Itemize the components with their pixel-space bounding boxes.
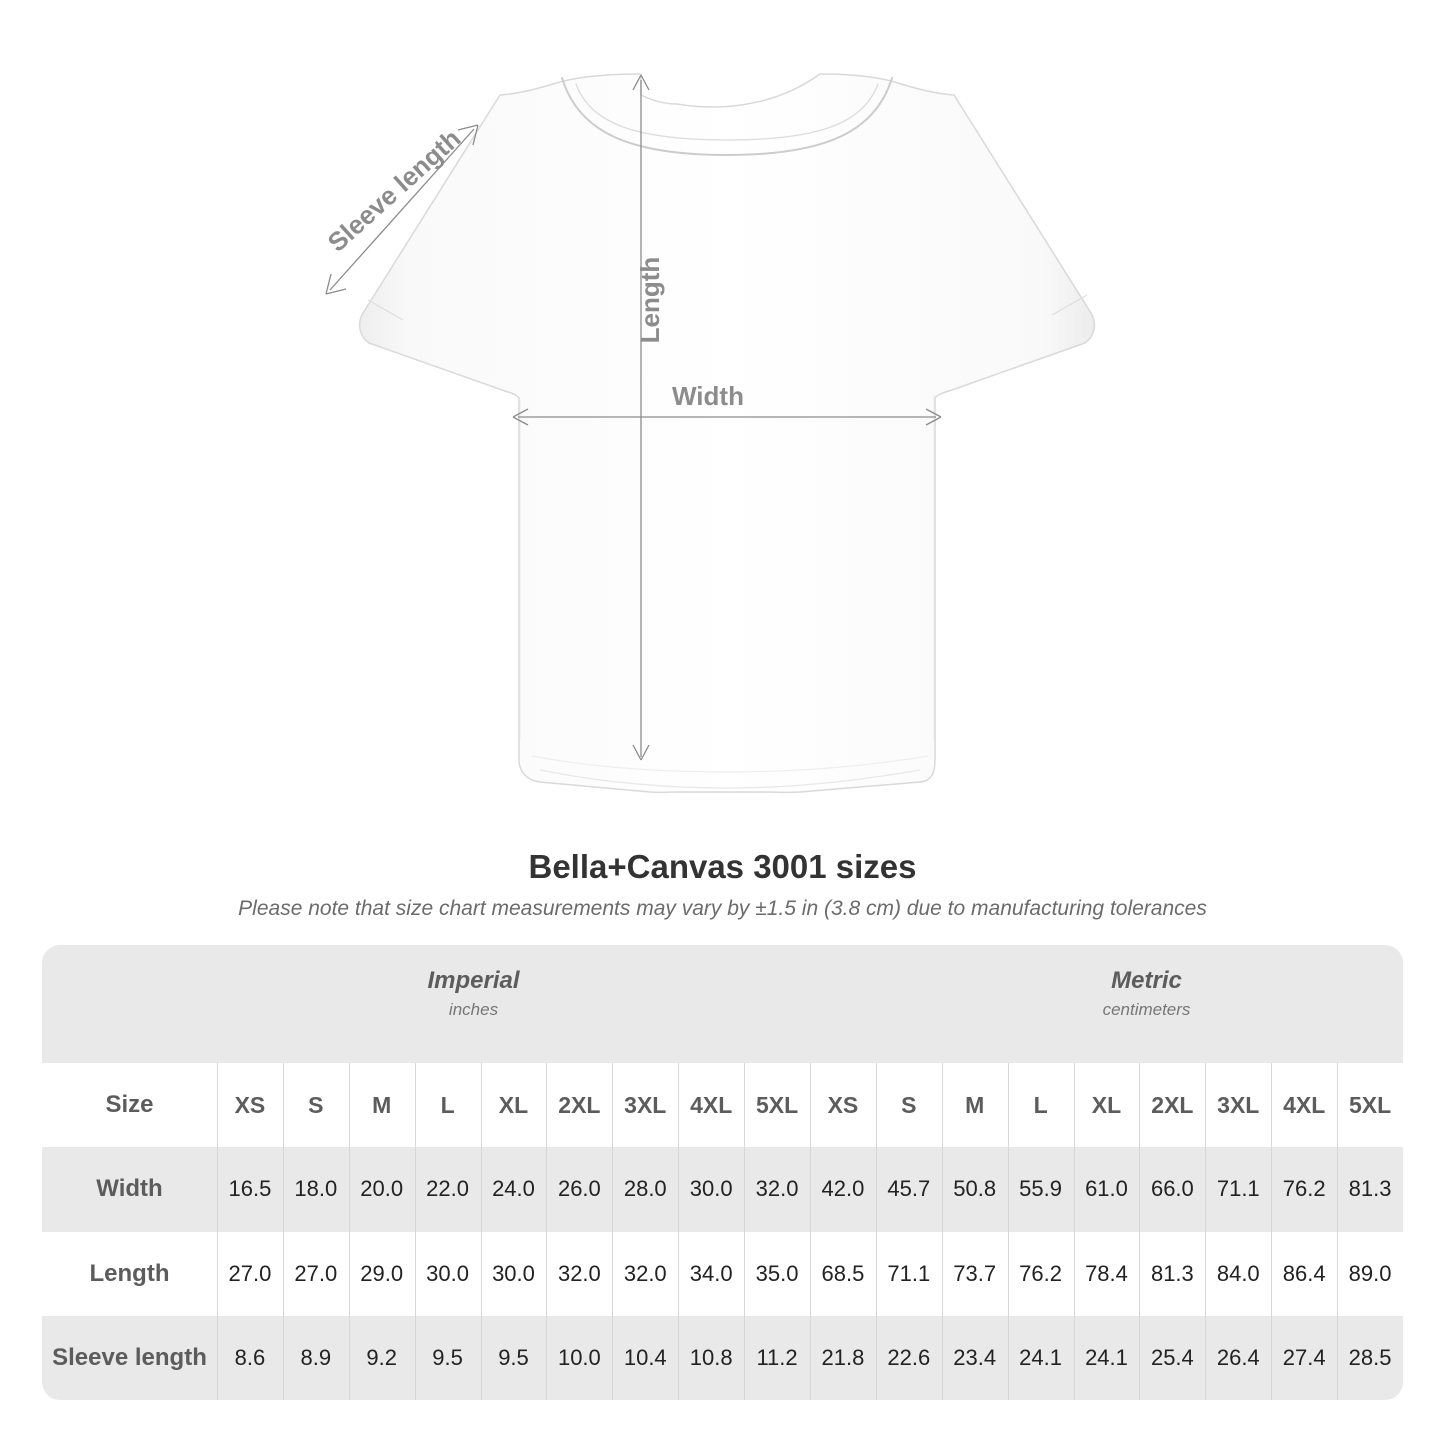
svg-text:Length: Length [635, 257, 665, 344]
svg-text:Width: Width [672, 381, 744, 411]
